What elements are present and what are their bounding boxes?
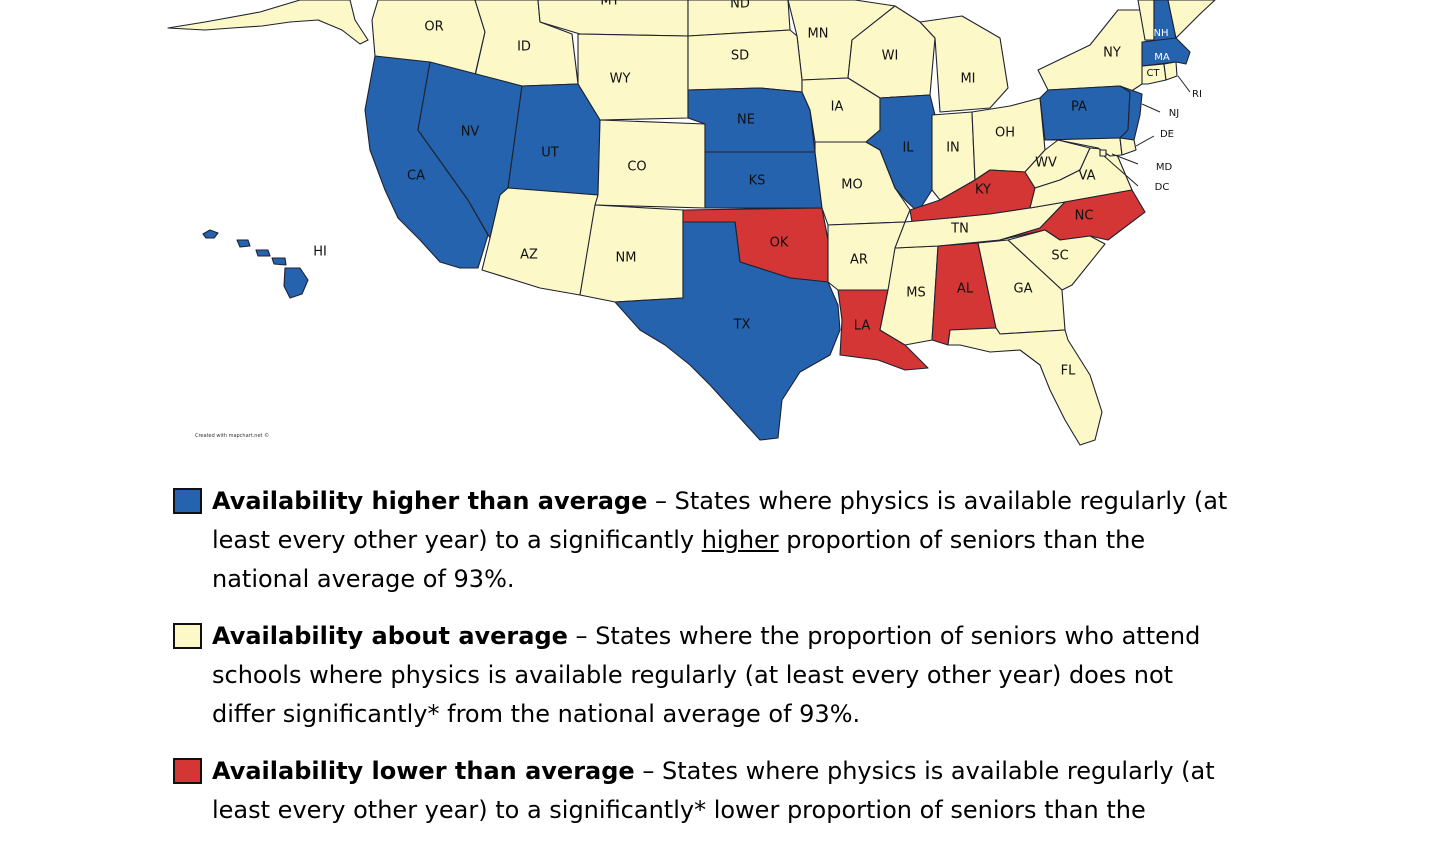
state-label-NY: NY (1103, 46, 1121, 61)
legend-item-higher: Availability higher than average – State… (172, 482, 1232, 599)
state-label-ND: ND (730, 0, 750, 12)
state-label-GA: GA (1014, 282, 1033, 297)
state-label-MN: MN (808, 27, 829, 42)
state-label-MD: MD (1156, 162, 1173, 173)
map-legend: Availability higher than average – State… (172, 482, 1232, 848)
state-HI (202, 229, 309, 299)
legend-swatch-lower (173, 758, 202, 784)
state-label-DC: DC (1155, 182, 1170, 193)
state-label-SD: SD (731, 49, 749, 64)
state-label-MA: MA (1154, 52, 1170, 63)
legend-text-higher-end: proportion of seniors than the national … (212, 526, 1146, 593)
state-labels: MT ND OR ID WY SD MN WI MI NY NH MA CT R… (313, 0, 1202, 379)
state-label-IN: IN (946, 141, 960, 156)
state-label-ID: ID (517, 40, 531, 55)
state-label-RI: RI (1192, 89, 1202, 100)
state-label-MO: MO (841, 178, 862, 193)
state-label-CA: CA (407, 169, 425, 184)
state-label-MT: MT (600, 0, 619, 9)
state-label-UT: UT (541, 146, 559, 161)
state-label-PA: PA (1071, 100, 1087, 115)
us-map: MT ND OR ID WY SD MN WI MI NY NH MA CT R… (167, 0, 1216, 446)
legend-dash: – (567, 622, 596, 650)
state-label-CO: CO (627, 160, 646, 175)
legend-text-higher: States where physics is available regula… (212, 487, 1228, 554)
state-label-NM: NM (616, 251, 637, 266)
legend-item-about: Availability about average – States wher… (172, 617, 1232, 734)
legend-title-about: Availability about average (212, 622, 568, 650)
state-label-TN: TN (950, 222, 969, 237)
state-label-AZ: AZ (520, 248, 538, 263)
state-DE (1119, 137, 1137, 156)
legend-swatch-higher (173, 488, 202, 514)
legend-text-about: States where the proportion of seniors w… (212, 622, 1201, 728)
state-label-MS: MS (906, 286, 925, 301)
state-ME (1167, 0, 1216, 39)
legend-title-lower: Availability lower than average (212, 757, 635, 785)
state-label-WI: WI (882, 49, 899, 64)
state-label-OR: OR (424, 20, 443, 35)
state-label-IL: IL (902, 141, 914, 156)
state-label-FL: FL (1061, 364, 1076, 379)
state-CO (594, 119, 706, 209)
state-label-IA: IA (831, 100, 844, 115)
state-NY (1037, 9, 1149, 93)
state-IL (865, 94, 936, 213)
state-label-AL: AL (957, 282, 974, 297)
map-credit: Created with mapchart.net © (195, 433, 270, 439)
state-label-WV: WV (1035, 156, 1057, 171)
legend-title-higher: Availability higher than average (212, 487, 648, 515)
state-label-VA: VA (1079, 169, 1096, 184)
state-label-LA: LA (854, 319, 871, 334)
state-UT (507, 83, 601, 196)
legend-item-lower: Availability lower than average – States… (172, 752, 1232, 830)
state-WY (577, 33, 689, 121)
state-label-CT: CT (1146, 68, 1160, 79)
state-label-OK: OK (770, 236, 789, 251)
state-AZ (481, 187, 599, 296)
state-label-NJ: NJ (1169, 108, 1179, 119)
state-MI (919, 15, 1009, 113)
state-TX (614, 221, 841, 441)
state-FL (947, 327, 1103, 446)
state-label-OH: OH (995, 126, 1015, 141)
state-label-NV: NV (461, 125, 480, 140)
state-RI (1163, 61, 1178, 81)
state-CT (1141, 63, 1167, 85)
legend-emphasis-higher: higher (701, 526, 779, 554)
state-label-KY: KY (975, 183, 991, 198)
state-label-TX: TX (733, 318, 751, 333)
state-label-WY: WY (610, 72, 631, 87)
state-label-MI: MI (960, 72, 975, 87)
state-SC (1007, 229, 1106, 291)
state-label-NH: NH (1154, 28, 1169, 39)
state-AK (167, 0, 369, 45)
legend-dash: – (634, 757, 662, 785)
state-label-KS: KS (749, 174, 766, 189)
state-DC (1099, 149, 1107, 157)
state-label-SC: SC (1051, 249, 1068, 264)
state-label-NC: NC (1075, 209, 1094, 224)
legend-dash: – (647, 487, 675, 515)
state-label-HI: HI (313, 245, 327, 260)
state-label-DE: DE (1160, 129, 1174, 140)
legend-swatch-about (173, 623, 202, 649)
state-label-NE: NE (737, 113, 755, 128)
state-label-AR: AR (850, 253, 868, 268)
